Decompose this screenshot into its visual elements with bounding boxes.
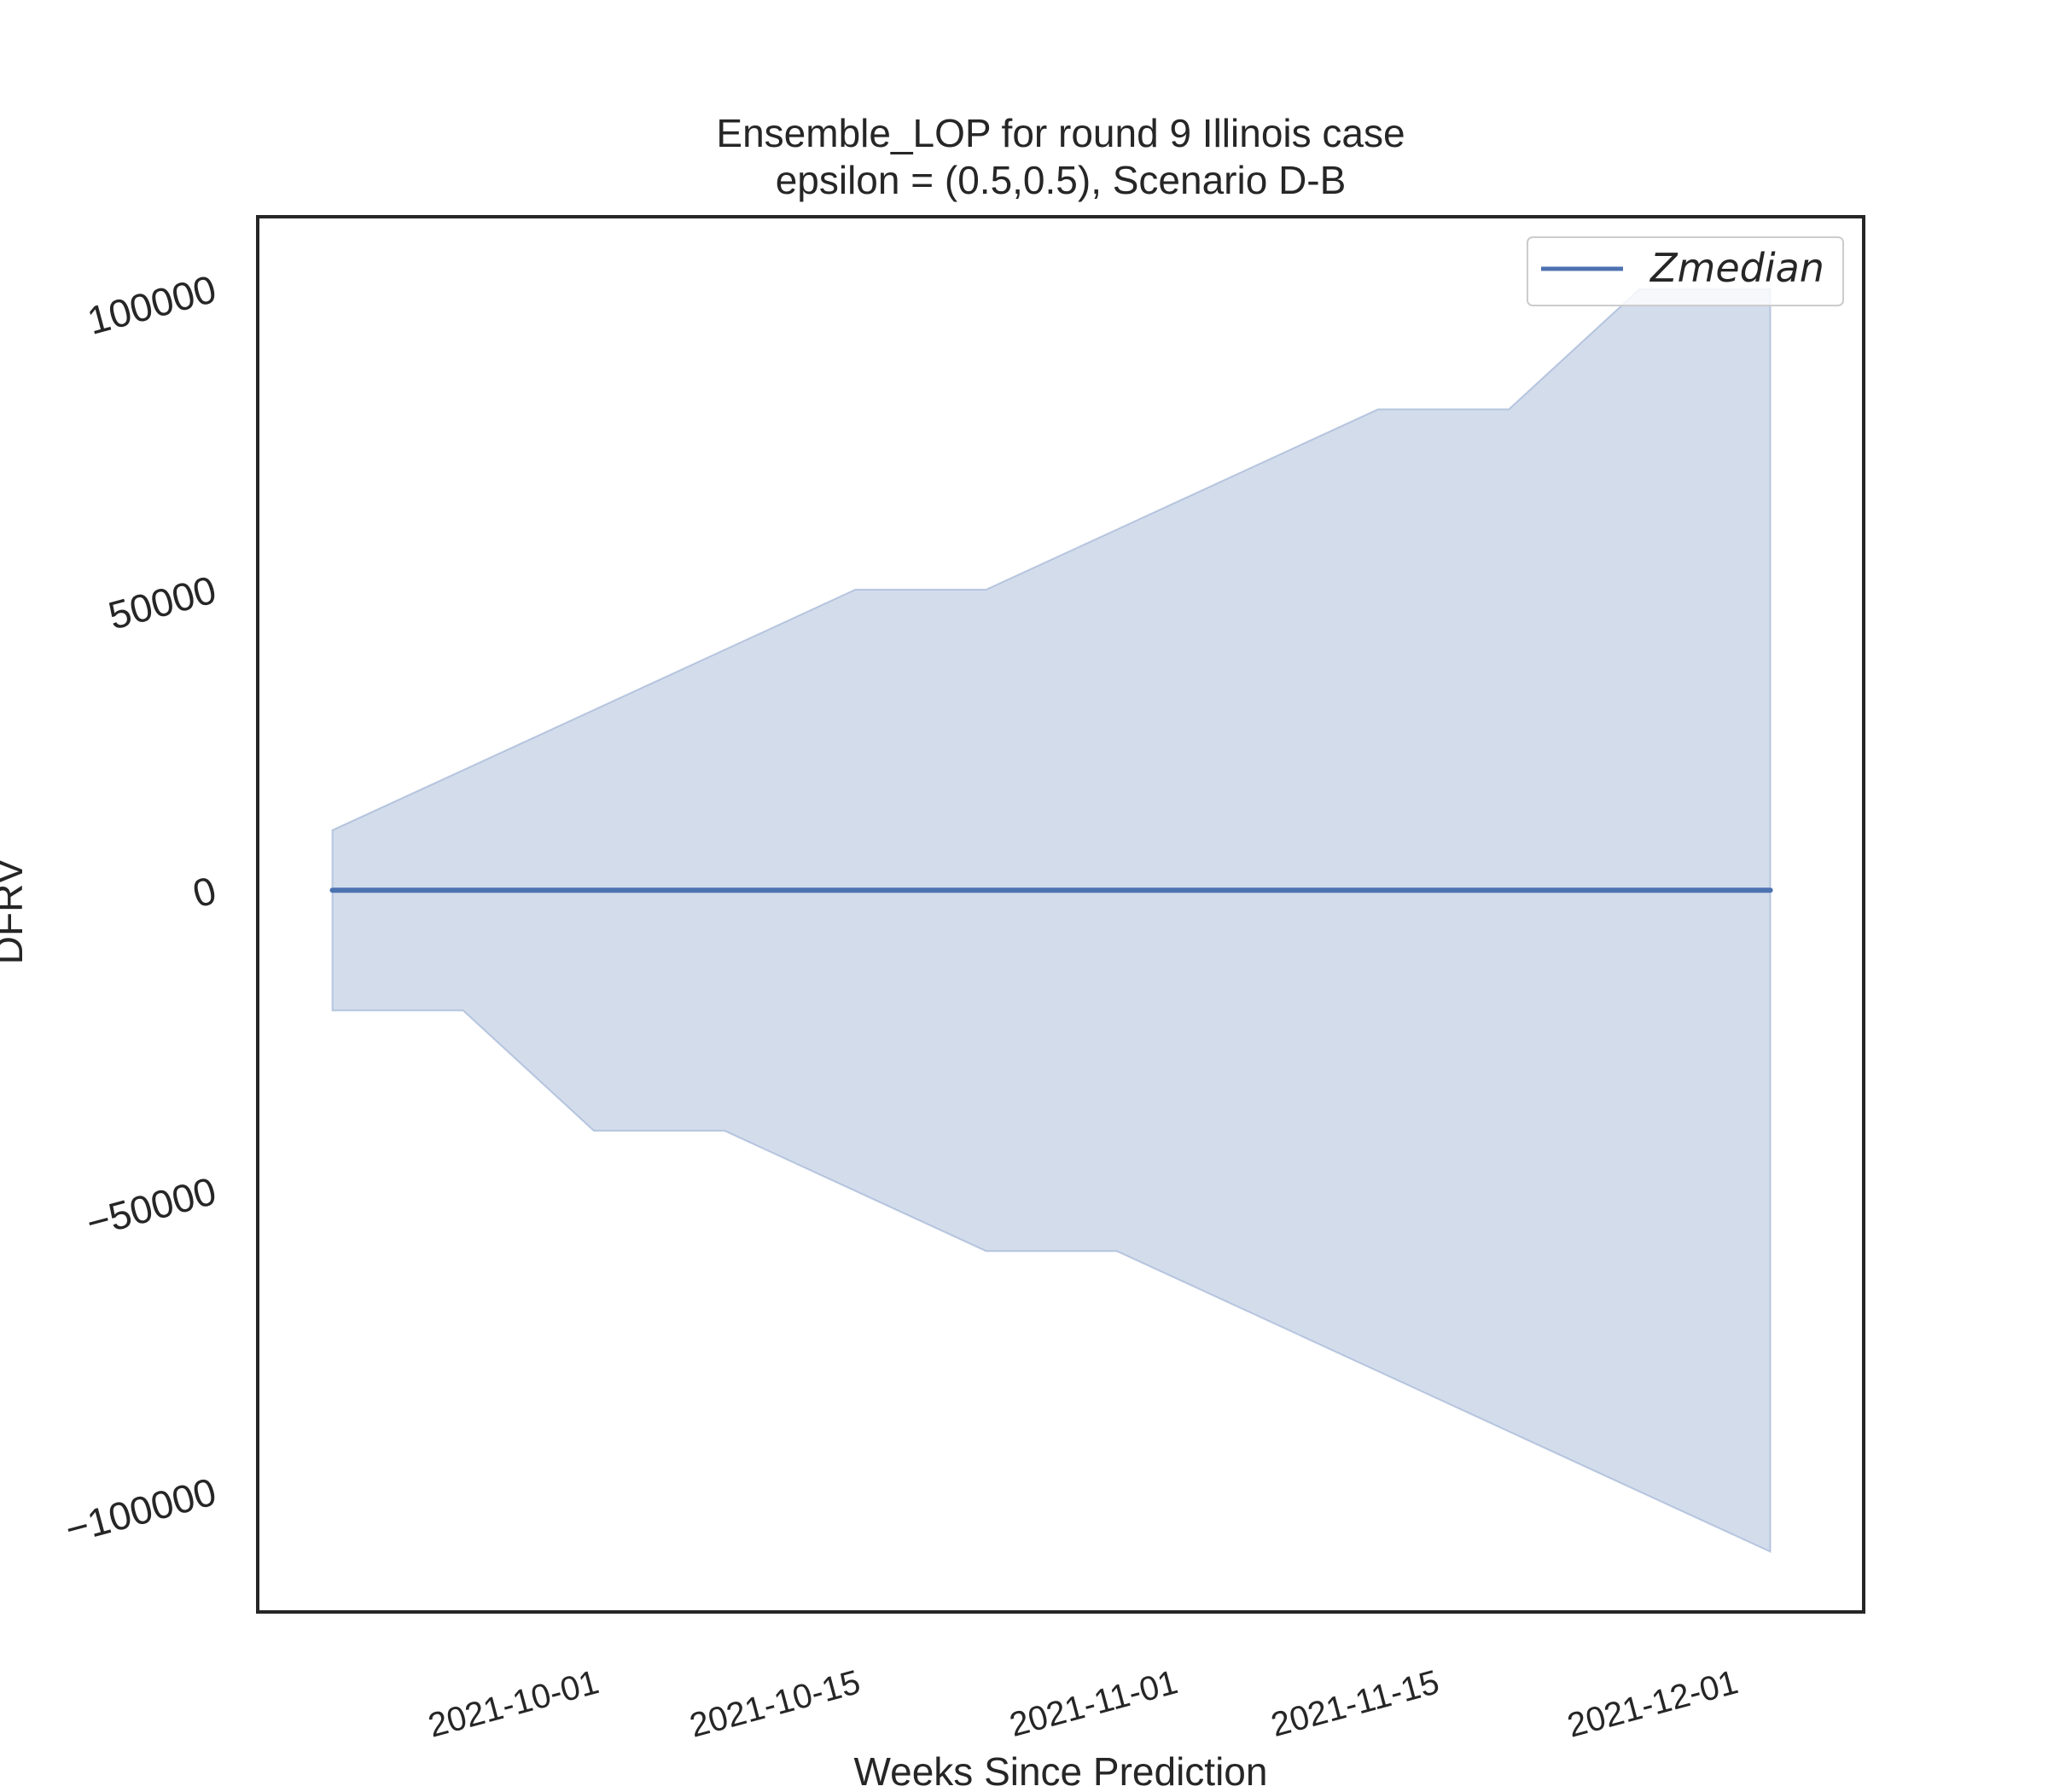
legend-label-zmedian: Zmedian xyxy=(1649,245,1824,291)
plot-frame xyxy=(256,215,1865,1614)
x-tick-label: 2021-11-15 xyxy=(1267,1663,1443,1744)
x-tick-label: 2021-12-01 xyxy=(1563,1663,1742,1744)
y-tick-label: −100000 xyxy=(61,1469,221,1551)
x-axis-ticks: 2021-10-01 2021-10-15 2021-11-01 2021-11-15… xyxy=(424,1663,1742,1744)
x-tick-label: 2021-10-15 xyxy=(686,1663,864,1744)
y-tick-label: 100000 xyxy=(83,266,221,343)
y-axis-ticks: −100000 −50000 0 50000 100000 xyxy=(61,266,221,1551)
uncertainty-band xyxy=(331,288,1772,1554)
chart-subtitle: epsilon = (0.5,0.5), Scenario D-B xyxy=(776,158,1347,202)
y-tick-label: 0 xyxy=(188,868,220,916)
y-tick-label: 50000 xyxy=(104,567,221,637)
x-tick-label: 2021-10-01 xyxy=(424,1663,602,1744)
y-axis-label: DFRV xyxy=(0,858,31,964)
legend: Zmedian xyxy=(1527,236,1844,306)
chart-title: Ensemble_LOP for round 9 Illinois case xyxy=(716,111,1405,155)
y-tick-label: −50000 xyxy=(82,1168,221,1245)
legend-frame xyxy=(1527,236,1844,306)
x-axis-label: Weeks Since Prediction xyxy=(854,1749,1268,1792)
plot-area xyxy=(256,215,1865,1614)
x-tick-label: 2021-11-01 xyxy=(1006,1663,1182,1744)
